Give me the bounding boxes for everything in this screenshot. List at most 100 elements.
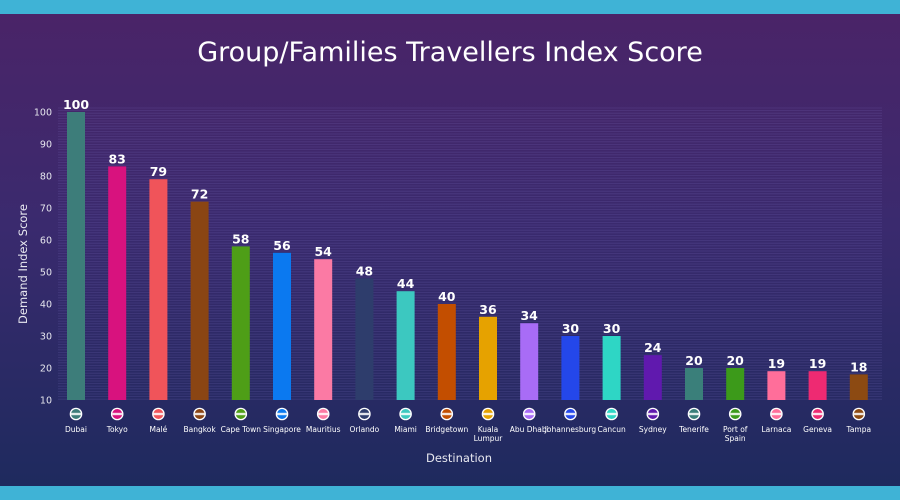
cyprus-flag-icon: [770, 407, 783, 421]
category-label: Johannesburg: [544, 425, 597, 434]
y-tick-label: 10: [40, 396, 52, 407]
chart-panel: Group/Families Travellers Index Score 10…: [0, 14, 900, 486]
bar-tampa: [849, 374, 868, 400]
maldives-flag-icon: [152, 407, 165, 421]
bar-tenerife: [685, 368, 703, 400]
data-label: 54: [314, 244, 332, 259]
bar-male: [149, 179, 168, 400]
data-label: 83: [108, 151, 125, 166]
usa-flag-icon: [399, 407, 412, 421]
bar-miami: [396, 291, 415, 400]
tenerife-flag-icon: [687, 407, 701, 421]
bar-kuala-lumpur: [479, 316, 497, 400]
flag-icons: [69, 407, 866, 421]
bar-chart: Group/Families Travellers Index Score 10…: [16, 37, 882, 465]
data-label: 20: [685, 353, 703, 368]
y-axis-title: Demand Index Score: [16, 204, 30, 324]
bar-johannesburg: [561, 336, 580, 400]
category-label: Geneva: [803, 425, 832, 434]
bar-mauritius: [314, 259, 333, 400]
bar-port-of-spain: [726, 368, 745, 400]
category-label: Cape Town: [221, 425, 262, 434]
data-label: 30: [562, 321, 580, 336]
category-label: Sydney: [639, 425, 667, 434]
australia-flag-icon: [193, 407, 206, 421]
data-label: 58: [232, 231, 249, 246]
y-tick-label: 70: [40, 204, 52, 215]
mexico-flag-icon: [605, 407, 618, 421]
south-africa-flag-icon: [234, 407, 248, 421]
category-labels: Dubai Tokyo Malé Bangkok Cape Town Singapore M…: [65, 425, 871, 443]
value-labels: 100 83 79 72 58 56 54 48 44 40 36 34 30 30 24 20 20 19 19 1…: [63, 97, 868, 374]
y-tick-label: 40: [40, 300, 52, 311]
data-label: 19: [809, 356, 826, 371]
data-label: 48: [356, 263, 373, 278]
data-label: 72: [191, 187, 208, 202]
category-label: Bridgetown: [425, 425, 468, 434]
bar-tokyo: [108, 166, 127, 400]
tampa-flag-icon: [852, 407, 866, 421]
uae-flag-icon: [522, 407, 536, 421]
x-axis-title: Destination: [426, 451, 492, 465]
data-label: 19: [768, 356, 785, 371]
category-label: Malé: [150, 425, 168, 434]
bars: [67, 112, 868, 400]
bar-bangkok: [190, 201, 209, 400]
y-tick-label: 100: [34, 108, 52, 119]
bar-singapore: [273, 252, 291, 400]
data-label: 34: [520, 308, 538, 323]
data-label: 40: [438, 289, 456, 304]
data-label: 56: [273, 238, 291, 253]
malaysia-flag-icon: [481, 407, 495, 421]
category-label: Singapore: [263, 425, 301, 434]
bar-bridgetown: [437, 304, 456, 400]
data-label: 18: [850, 359, 867, 374]
chart-title: Group/Families Travellers Index Score: [197, 37, 703, 68]
y-axis-ticks: 100 90 80 70 60 50 40 30 20 10: [34, 108, 52, 407]
category-label: Tenerife: [678, 425, 709, 434]
singapore-flag-icon: [275, 407, 289, 421]
category-label: Port of Spain: [723, 425, 748, 443]
uae-flag-icon: [69, 407, 83, 421]
switzerland-flag-icon: [811, 407, 824, 421]
bar-dubai: [67, 112, 85, 400]
barbados-flag-icon: [440, 407, 454, 421]
bar-geneva: [808, 371, 827, 400]
bar-sydney: [643, 355, 662, 400]
data-label: 24: [644, 340, 662, 355]
category-label: Kuala Lumpur: [474, 425, 504, 443]
category-label: Cancun: [597, 425, 625, 434]
mauritius-flag-icon: [316, 407, 330, 421]
grid-lines: [58, 107, 882, 400]
data-label: 20: [726, 353, 744, 368]
y-tick-label: 60: [40, 236, 52, 247]
bar-orlando: [355, 278, 374, 400]
category-label: Dubai: [65, 425, 87, 434]
y-tick-label: 50: [40, 268, 52, 279]
data-label: 44: [397, 276, 415, 291]
y-tick-label: 90: [40, 140, 52, 151]
bar-abu-dhabi: [520, 323, 539, 400]
category-label: Mauritius: [306, 425, 341, 434]
south-africa-flag-icon: [564, 407, 577, 421]
category-label: Orlando: [350, 425, 380, 434]
y-tick-label: 30: [40, 332, 52, 343]
category-label: Larnaca: [762, 425, 792, 434]
bar-cape-town: [231, 246, 250, 400]
bar-larnaca: [767, 371, 786, 400]
data-label: 100: [63, 97, 89, 112]
japan-flag-icon: [110, 407, 124, 421]
trinidad-flag-icon: [728, 407, 742, 421]
data-label: 36: [479, 302, 497, 317]
category-label: Bangkok: [183, 425, 216, 434]
bar-cancun: [602, 336, 621, 400]
orlando-flag-icon: [358, 407, 371, 421]
category-label: Tokyo: [106, 425, 128, 434]
data-label: 30: [603, 321, 621, 336]
category-label: Tampa: [845, 425, 871, 434]
category-label: Abu Dhabi: [510, 425, 549, 434]
y-tick-label: 20: [40, 364, 52, 375]
data-label: 79: [150, 164, 167, 179]
australia-flag-icon: [646, 407, 660, 421]
category-label: Miami: [394, 425, 417, 434]
